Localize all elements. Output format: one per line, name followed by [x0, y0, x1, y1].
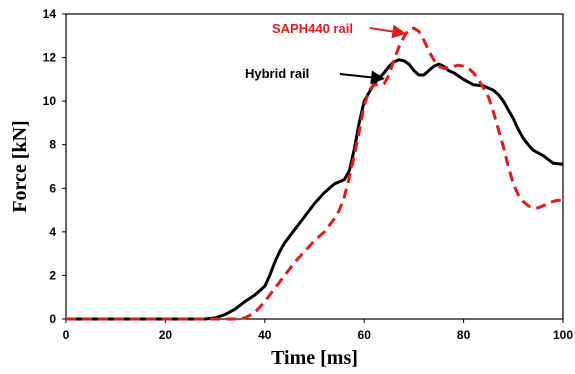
- annotation-hybrid-rail: Hybrid rail: [245, 66, 309, 81]
- x-tick-label: 20: [159, 328, 173, 342]
- annotation-saph440-rail: SAPH440 rail: [272, 21, 353, 36]
- y-axis-ticks: 0 2 4 6 8 10 12 14: [43, 7, 66, 326]
- annotations: SAPH440 rail Hybrid rail: [245, 21, 407, 85]
- y-tick-label: 12: [43, 51, 57, 65]
- series-layer: [66, 26, 564, 321]
- x-tick-label: 60: [358, 328, 372, 342]
- axes: [65, 13, 564, 320]
- x-tick-label: 100: [553, 328, 573, 342]
- x-axis-ticks: 0 20 40 60 80 100: [63, 319, 573, 342]
- series-line-saph440-rail: [66, 26, 563, 321]
- y-axis-title: Force [kN]: [9, 120, 31, 212]
- y-tick-label: 8: [49, 138, 56, 152]
- y-tick-label: 2: [49, 268, 56, 282]
- y-tick-label: 4: [49, 225, 56, 239]
- y-tick-label: 10: [43, 94, 57, 108]
- x-tick-label: 40: [258, 328, 272, 342]
- y-tick-label: 14: [43, 7, 57, 21]
- y-tick-label: 0: [49, 312, 56, 326]
- annotation-hybrid-arrow: [339, 70, 385, 85]
- y-tick-label: 6: [49, 181, 56, 195]
- annotation-saph440-arrow: [369, 24, 407, 39]
- x-tick-label: 0: [63, 328, 70, 342]
- x-tick-label: 80: [457, 328, 471, 342]
- plot-frame: [65, 13, 564, 320]
- series-line-hybrid-rail: [66, 58, 564, 321]
- x-axis-title: Time [ms]: [271, 347, 358, 369]
